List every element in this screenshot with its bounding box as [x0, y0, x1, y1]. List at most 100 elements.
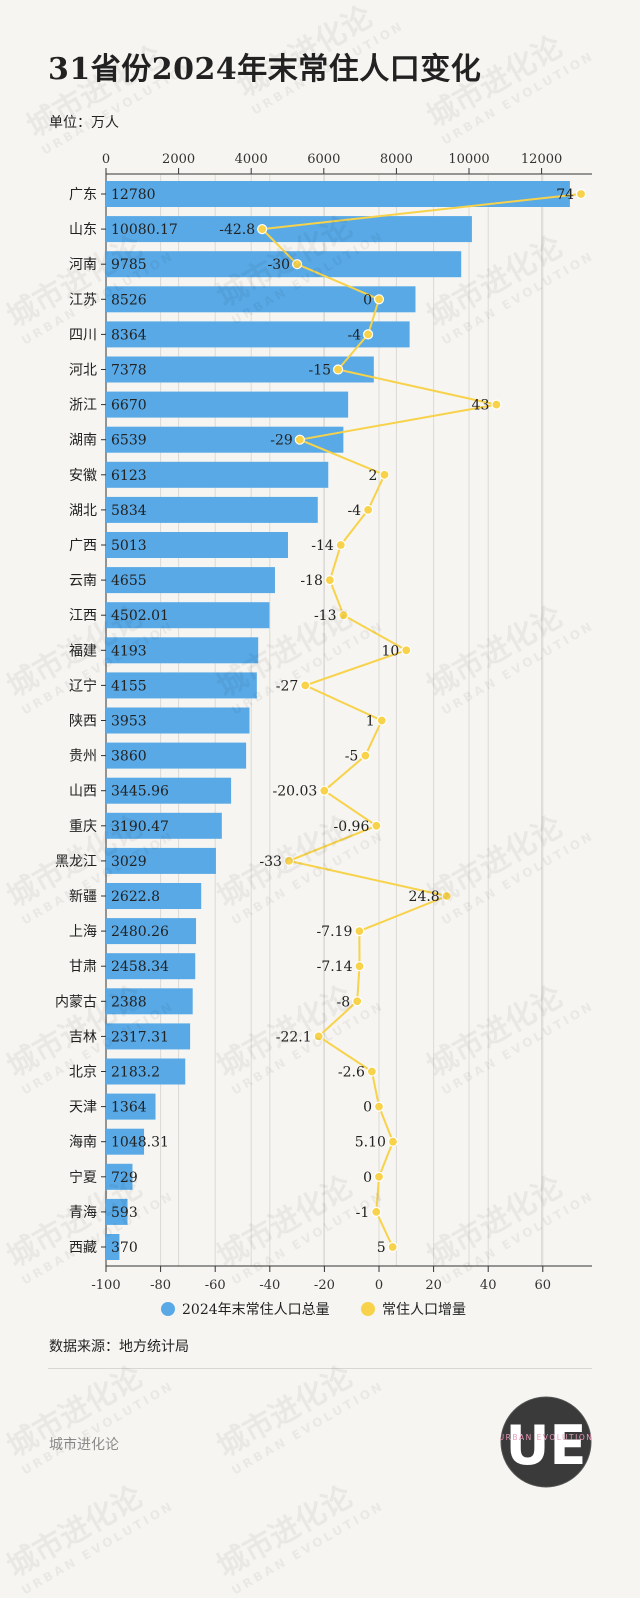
population-bar: [106, 1234, 120, 1260]
bar-value-label: 3953: [111, 714, 147, 730]
increment-label: -33: [259, 854, 282, 870]
increment-label: -30: [268, 257, 291, 273]
legend-label-population: 2024年末常住人口总量: [182, 1302, 330, 1318]
category-label: 江西: [69, 608, 97, 624]
top-tick-label: 8000: [380, 152, 413, 167]
bar-value-label: 2480.26: [111, 924, 169, 940]
population-bar: [106, 567, 275, 594]
population-bar: [106, 777, 232, 804]
category-label: 新疆: [69, 889, 97, 905]
population-bar: [106, 181, 570, 207]
increment-point: [379, 469, 390, 480]
bar-value-label: 1364: [111, 1100, 147, 1116]
population-bar: [106, 988, 193, 1015]
population-bar: [106, 1058, 186, 1085]
increment-point: [257, 224, 268, 235]
top-tick-label: 2000: [162, 152, 195, 167]
brand-logo: UE URBAN EVOLUTION: [500, 1396, 592, 1488]
bar-value-label: 2317.31: [111, 1029, 169, 1045]
increment-point: [371, 1206, 382, 1218]
increment-label: 0: [363, 1100, 372, 1116]
top-tick-label: 6000: [307, 152, 340, 167]
bar-value-label: 6539: [111, 433, 147, 449]
increment-label: 43: [472, 398, 490, 414]
category-label: 河北: [69, 363, 97, 379]
category-label: 湖北: [69, 503, 97, 519]
bar-value-label: 2183.2: [111, 1065, 160, 1081]
category-label: 陕西: [69, 714, 97, 730]
top-tick-label: 0: [102, 152, 110, 167]
increment-label: -5: [345, 749, 359, 765]
increment-point: [362, 504, 374, 515]
bar-value-label: 8364: [111, 327, 147, 343]
increment-point: [360, 750, 371, 761]
increment-point: [300, 680, 311, 691]
population-bar: [106, 496, 318, 523]
category-label: 山东: [69, 222, 97, 238]
population-bar: [106, 1093, 156, 1120]
bar-value-label: 5013: [111, 538, 147, 554]
increment-label: -4: [347, 503, 361, 519]
population-bar: [106, 1128, 145, 1155]
increment-point: [352, 996, 363, 1007]
bar-value-label: 3445.96: [111, 784, 169, 800]
population-bar: [106, 1023, 191, 1050]
bar-value-label: 3029: [111, 854, 147, 870]
data-source: 数据来源：地方统计局: [49, 1339, 189, 1355]
category-label: 内蒙古: [55, 994, 97, 1010]
bottom-tick-label: 40: [480, 1278, 497, 1293]
bar-value-label: 3190.47: [111, 819, 169, 835]
category-label: 贵州: [69, 749, 97, 765]
increment-label: -7.14: [317, 959, 353, 975]
increment-label: -8: [337, 994, 351, 1010]
category-label: 山西: [69, 784, 97, 800]
population-bar: [106, 602, 270, 629]
increment-label: 74: [556, 187, 574, 203]
increment-label: -42.8: [219, 222, 255, 238]
increment-point: [354, 925, 365, 937]
bar-value-label: 7378: [111, 363, 147, 379]
bar-value-label: 4155: [111, 678, 147, 694]
bar-value-label: 8526: [111, 292, 147, 308]
bar-value-label: 2458.34: [111, 959, 169, 975]
bar-value-label: 5834: [111, 503, 147, 519]
category-label: 安徽: [69, 468, 97, 484]
increment-point: [575, 188, 587, 200]
population-bar: [106, 707, 250, 734]
category-label: 吉林: [69, 1029, 97, 1045]
bar-value-label: 10080.17: [111, 222, 178, 238]
increment-point: [292, 259, 303, 270]
increment-label: 1: [366, 714, 375, 730]
increment-point: [294, 434, 305, 445]
increment-point: [366, 1066, 378, 1077]
increment-point: [332, 364, 344, 375]
population-bar: [106, 532, 288, 558]
increment-label: 10: [381, 643, 399, 659]
increment-line: [259, 193, 582, 1248]
bottom-tick-label: -60: [205, 1278, 226, 1293]
bar-value-label: 12780: [111, 187, 156, 203]
category-label: 重庆: [69, 819, 97, 835]
top-tick-label: 4000: [235, 152, 268, 167]
bottom-tick-label: -80: [150, 1278, 171, 1293]
population-bar: [106, 672, 257, 699]
legend-label-increment: 常住人口增量: [382, 1302, 466, 1318]
increment-label: -15: [309, 363, 332, 379]
increment-label: -22.1: [276, 1029, 312, 1045]
footer-brand: 城市进化论: [49, 1437, 119, 1453]
category-label: 天津: [69, 1100, 97, 1116]
population-bar: [106, 918, 197, 945]
increment-label: -0.96: [333, 819, 369, 835]
category-label: 浙江: [69, 398, 97, 414]
population-bar: [106, 216, 472, 243]
bar-value-label: 593: [111, 1205, 138, 1221]
population-bar: [106, 812, 222, 839]
increment-point: [387, 1241, 398, 1253]
increment-label: -18: [300, 573, 323, 589]
unit-label: 单位：万人: [49, 115, 119, 131]
bar-value-label: 6123: [111, 468, 147, 484]
divider: [48, 1368, 592, 1369]
population-bar: [106, 1198, 128, 1225]
